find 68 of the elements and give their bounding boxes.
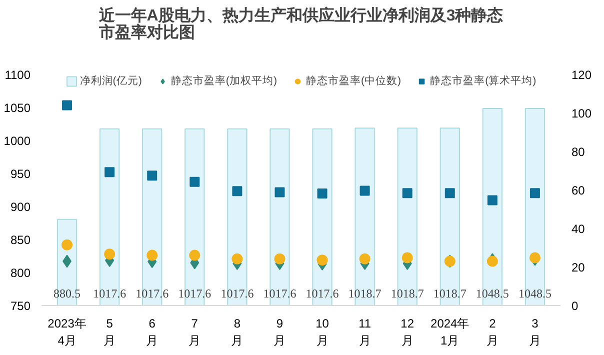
y-tick-label: 800 (10, 266, 31, 280)
y-tick-label: 750 (10, 299, 31, 313)
data-label: 1017.6 (136, 286, 169, 300)
x-tick-label: 2024年 1月 (430, 316, 470, 348)
x-tick-label: 5 月 (104, 316, 116, 348)
point (190, 176, 200, 187)
chart-title: 近一年A股电力、热力生产和供应业行业净利润及3种静态市盈率对比图 (98, 6, 504, 42)
point (62, 239, 73, 250)
point (62, 254, 72, 268)
x-tick-label: 3 月 (528, 316, 541, 348)
point (359, 253, 370, 264)
data-label: 1017.6 (263, 286, 296, 300)
y2-tick-label: 40 (572, 222, 586, 236)
point (487, 195, 498, 206)
x-tick-label: 6 月 (146, 316, 158, 348)
point (402, 188, 412, 198)
y-tick-label: 900 (10, 200, 31, 214)
x-tick-label: 9 月 (274, 316, 286, 348)
point (146, 250, 158, 261)
data-label: 1017.6 (178, 286, 212, 300)
legend-label: 静态市盈率(加权平均) (170, 74, 277, 88)
data-label: 1017.6 (220, 286, 254, 300)
data-label: 1017.6 (306, 286, 339, 300)
x-tick-label: 11 月 (358, 316, 372, 348)
y2-tick-label: 60 (572, 184, 586, 198)
data-label: 1018.7 (390, 286, 424, 300)
y2-tick-label: 20 (572, 260, 586, 274)
y2-tick-label: 100 (572, 106, 592, 120)
point (104, 248, 116, 260)
point (530, 188, 540, 198)
point (189, 250, 200, 261)
point (402, 252, 413, 264)
data-label: 1018.7 (348, 286, 382, 300)
data-label: 1017.6 (93, 286, 126, 300)
legend-label: 静态市盈率(算术平均) (430, 74, 536, 88)
legend-label: 净利润(亿元) (80, 74, 142, 88)
data-label: 1018.7 (433, 286, 466, 300)
point (317, 188, 328, 198)
x-tick-label: 8 月 (231, 316, 244, 348)
y-tick-label: 1100 (4, 68, 31, 82)
point (232, 186, 242, 196)
y-tick-label: 850 (10, 233, 31, 247)
point (486, 256, 498, 267)
point (104, 167, 115, 178)
x-tick-label: 2023年 4月 (48, 316, 86, 348)
point (147, 170, 158, 181)
point (274, 187, 285, 198)
y2-tick-label: 120 (572, 68, 592, 82)
point (444, 188, 455, 198)
x-tick-label: 2 月 (486, 316, 498, 348)
x-tick-label: 10 月 (316, 316, 330, 348)
y-tick-label: 1050 (4, 101, 31, 115)
data-label: 1048.5 (518, 286, 552, 300)
y2-tick-label: 0 (572, 299, 578, 313)
point (62, 100, 72, 110)
data-label: 880.5 (54, 286, 81, 300)
x-tick-label: 12 月 (400, 316, 414, 348)
legend-label: 静态市盈率(中位数) (306, 74, 402, 88)
y2-tick-label: 80 (572, 145, 586, 159)
point (274, 253, 286, 264)
point (316, 254, 328, 266)
point (360, 186, 370, 196)
point (232, 253, 243, 264)
point (529, 252, 540, 264)
y-tick-label: 950 (10, 167, 31, 181)
y-tick-label: 1000 (4, 134, 31, 148)
x-tick-label: 7 月 (188, 316, 201, 348)
data-label: 1048.5 (476, 286, 509, 300)
